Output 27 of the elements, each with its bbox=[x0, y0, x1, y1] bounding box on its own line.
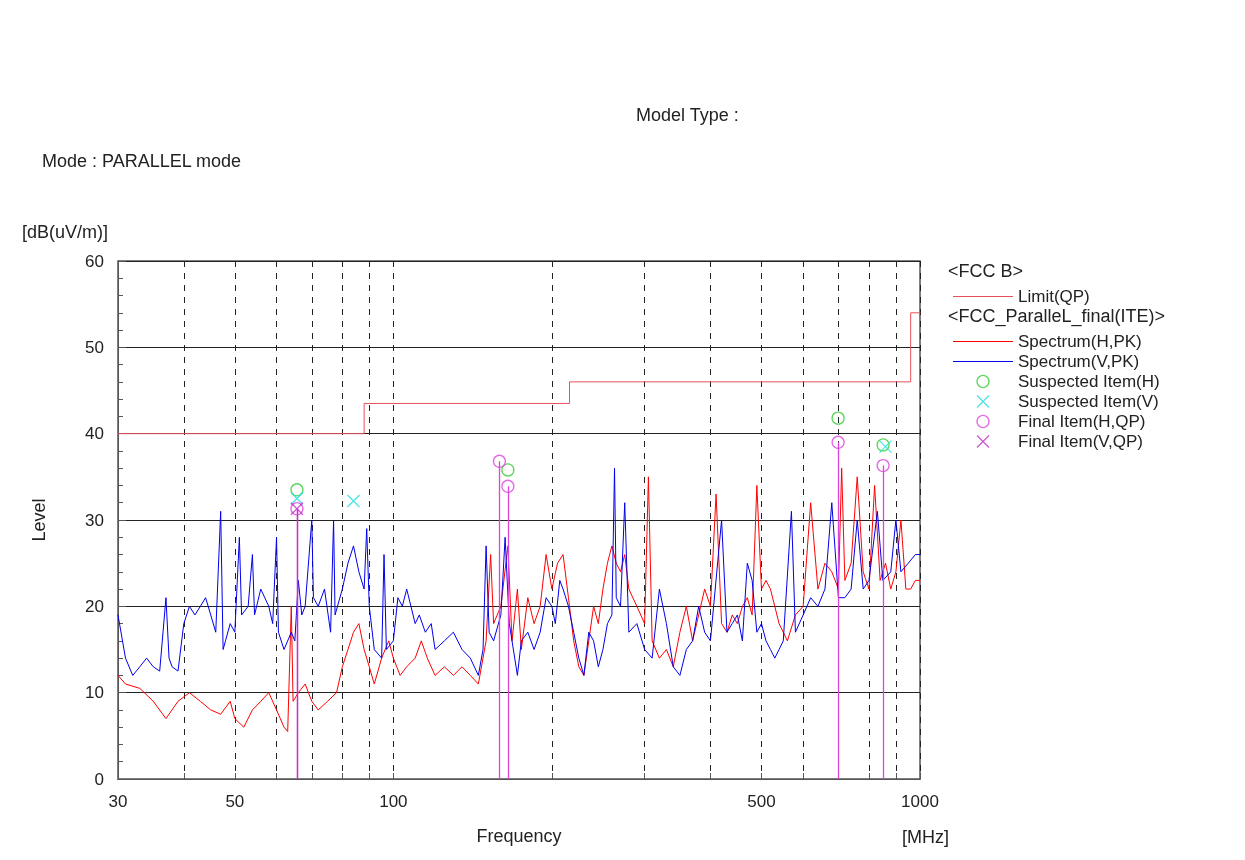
legend-label: Limit(QP) bbox=[1018, 287, 1090, 306]
y-tick-label: 40 bbox=[85, 424, 104, 444]
x-axis-title: Frequency bbox=[476, 826, 562, 846]
legend-title: <FCC B> bbox=[948, 261, 1024, 281]
y-axis-title: Level bbox=[29, 498, 49, 542]
text: Model Type : bbox=[636, 105, 739, 125]
x-tick-label: 500 bbox=[747, 792, 776, 811]
y-tick-label: 50 bbox=[85, 337, 104, 357]
y-tick-label: 10 bbox=[85, 683, 104, 703]
legend-label: Suspected Item(H) bbox=[1018, 372, 1160, 391]
legend-label: Spectrum(H,PK) bbox=[1018, 332, 1142, 351]
y-tick-label: 20 bbox=[85, 596, 104, 616]
y-tick-label: 30 bbox=[85, 510, 104, 530]
x-tick-label: 100 bbox=[379, 792, 408, 811]
legend-label: Suspected Item(V) bbox=[1018, 392, 1159, 411]
text: Mode : PARALLEL mode bbox=[42, 151, 242, 171]
legend-label: Final Item(H,QP) bbox=[1018, 412, 1146, 431]
x-tick-label: 50 bbox=[225, 792, 245, 811]
y-tick-label: 60 bbox=[85, 251, 104, 271]
legend-label: Final Item(V,QP) bbox=[1018, 432, 1144, 451]
text: [dB(uV/m)] bbox=[22, 222, 109, 242]
text: <FCC_ParalleL_final(ITE)> bbox=[948, 306, 1166, 327]
x-tick-label: 1000 bbox=[901, 792, 939, 811]
legend-label: Spectrum(V,PK) bbox=[1018, 352, 1140, 371]
y-tick-label: 0 bbox=[94, 769, 104, 789]
text: [MHz] bbox=[902, 827, 949, 847]
x-tick-label: 30 bbox=[108, 792, 128, 811]
